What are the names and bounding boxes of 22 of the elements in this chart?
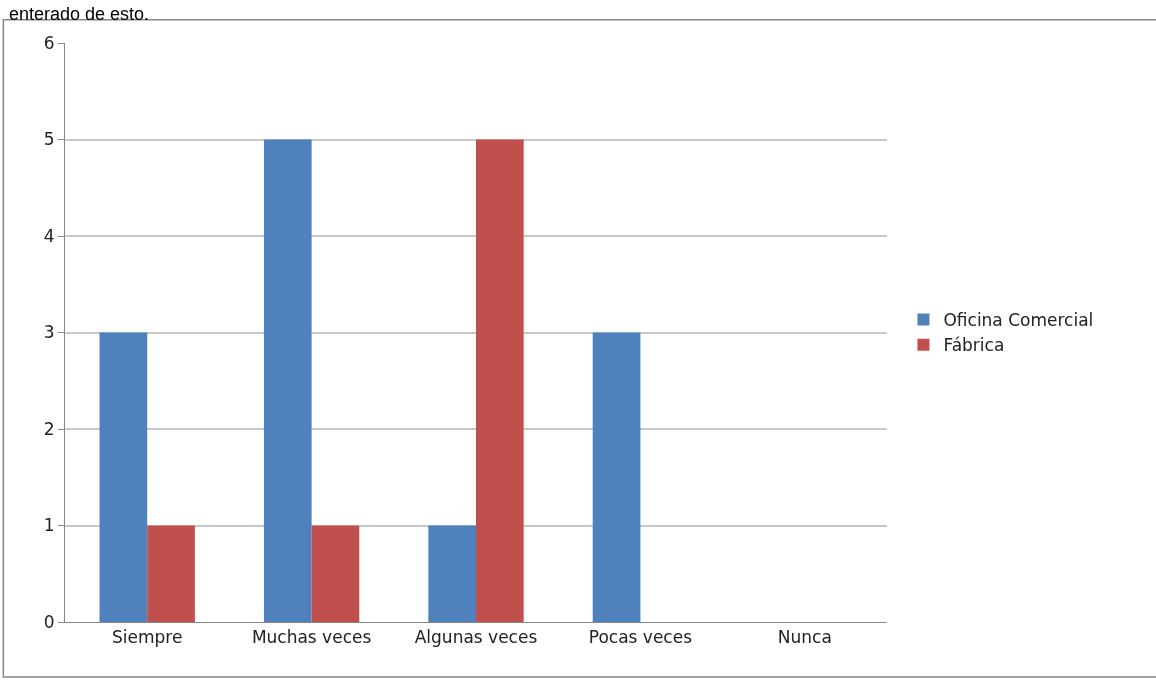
x-tick-label: Nunca: [777, 627, 832, 648]
bar: [99, 332, 148, 622]
y-tick-label: 6: [43, 32, 55, 53]
bar: [476, 139, 524, 622]
x-tick-label: Muchas veces: [251, 627, 372, 648]
legend-label: Fábrica: [943, 335, 1005, 356]
y-tick-label: 2: [43, 418, 55, 439]
x-tick-label: Pocas veces: [588, 627, 693, 648]
bar: [263, 139, 312, 622]
y-tick-label: 0: [43, 611, 55, 632]
bar: [147, 525, 195, 622]
x-tick-label: Siempre: [112, 627, 183, 648]
bar: [311, 525, 360, 622]
y-tick-label: 1: [43, 515, 55, 536]
legend-label: Oficina Comercial: [943, 310, 1094, 331]
bar: [428, 525, 476, 622]
text: enterado de esto.: [9, 4, 150, 24]
x-tick-label: Algunas veces: [414, 627, 538, 648]
bar: [592, 332, 641, 622]
y-tick-label: 4: [43, 225, 55, 246]
y-tick-label: 5: [43, 129, 55, 150]
y-tick-label: 3: [43, 322, 55, 343]
